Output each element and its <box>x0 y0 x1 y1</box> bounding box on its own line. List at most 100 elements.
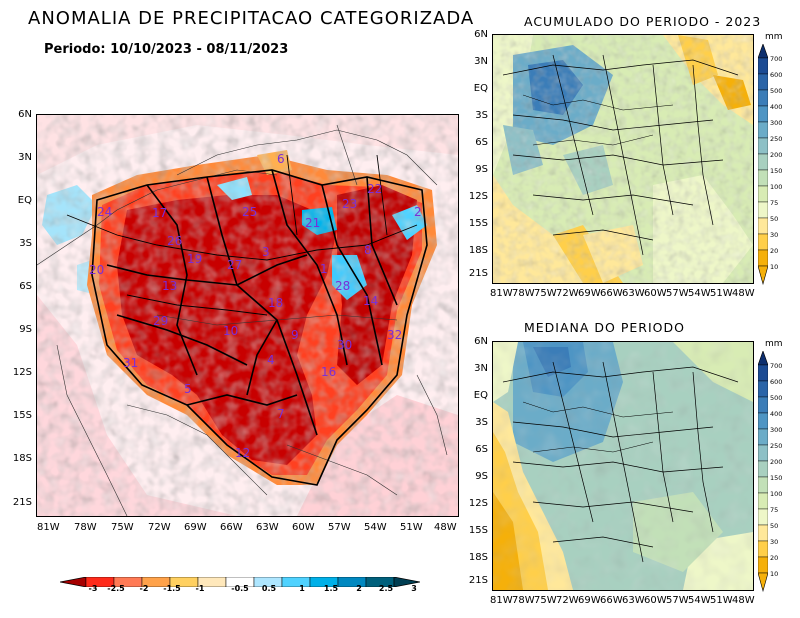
basin-number: 16 <box>321 365 336 379</box>
lat-tick: 12S <box>468 191 488 202</box>
colorbar-v-label: 250 <box>770 135 783 143</box>
basin-number: 12 <box>235 446 250 460</box>
lon-tick: 63W <box>256 522 279 533</box>
basin-number: 19 <box>187 252 202 266</box>
lat-tick: 6S <box>475 444 488 455</box>
basin-number: 23 <box>342 197 357 211</box>
colorbar-v-label: 700 <box>770 55 783 63</box>
colorbar-v-label: 150 <box>770 474 783 482</box>
lon-tick: 75W <box>534 288 557 299</box>
lon-tick: 51W <box>710 595 733 606</box>
lon-tick: 66W <box>600 595 623 606</box>
colorbar-v-label: 10 <box>770 570 779 578</box>
lat-tick: 6S <box>475 137 488 148</box>
basin-number: 30 <box>337 338 352 352</box>
basin-number: 4 <box>267 353 275 367</box>
lon-tick: 81W <box>37 522 60 533</box>
lon-tick: 57W <box>328 522 351 533</box>
colorbar-label: -0.5 <box>231 584 249 593</box>
colorbar-label: 2.5 <box>378 584 394 593</box>
basin-number: 29 <box>153 314 168 328</box>
lat-tick: 6N <box>18 109 32 120</box>
colorbar-unit: mm <box>765 32 783 42</box>
lon-tick: 48W <box>434 522 457 533</box>
basin-number: 31 <box>123 356 138 370</box>
main-title: ANOMALIA DE PRECIPITACAO CATEGORIZADA <box>28 8 475 29</box>
basin-number: 17 <box>152 206 167 220</box>
colorbar-v-label: 300 <box>770 426 783 434</box>
basin-number: 14 <box>363 294 378 308</box>
lon-tick: 51W <box>400 522 423 533</box>
basin-number: 8 <box>364 243 372 257</box>
lon-tick: 69W <box>578 595 601 606</box>
lat-tick: 12S <box>468 498 488 509</box>
lat-tick: 12S <box>12 367 32 378</box>
colorbar-v-label: 150 <box>770 167 783 175</box>
colorbar-label: 1.5 <box>323 584 339 593</box>
lat-tick: 6S <box>19 281 32 292</box>
colorbar-v-label: 400 <box>770 410 783 418</box>
colorbar-v-label: 500 <box>770 87 783 95</box>
lat-tick: 3N <box>474 363 488 374</box>
lon-tick: 48W <box>732 595 755 606</box>
lat-tick: 3N <box>474 56 488 67</box>
basin-number: 6 <box>277 152 285 166</box>
colorbar-v-label: 75 <box>770 506 779 514</box>
lat-tick: 3S <box>19 238 32 249</box>
lon-tick: 60W <box>292 522 315 533</box>
colorbar-label: -1 <box>195 584 205 593</box>
median-map <box>492 341 754 591</box>
colorbar-v-label: 20 <box>770 247 779 255</box>
colorbar-v-label: 30 <box>770 231 779 239</box>
lat-tick: 21S <box>12 497 32 508</box>
colorbar-v-label: 600 <box>770 71 783 79</box>
lat-tick: 21S <box>468 268 488 279</box>
colorbar-unit: mm <box>765 339 783 349</box>
lon-tick: 81W <box>490 288 513 299</box>
lon-tick: 60W <box>644 288 667 299</box>
median-panel-title: MEDIANA DO PERIODO <box>524 320 685 335</box>
colorbar-v-label: 200 <box>770 458 783 466</box>
lat-tick: 9S <box>475 164 488 175</box>
colorbar-v-label: 10 <box>770 263 779 271</box>
accum-map-canvas <box>493 35 753 283</box>
lat-tick: 21S <box>468 575 488 586</box>
median-colorbar-svg <box>757 350 769 593</box>
colorbar-label: -2 <box>139 584 149 593</box>
lon-tick: 54W <box>688 595 711 606</box>
anomaly-colorbar <box>59 572 421 588</box>
basin-number: 28 <box>335 279 350 293</box>
lat-tick: 15S <box>12 410 32 421</box>
colorbar-label: 0.5 <box>261 584 277 593</box>
main-anomaly-map: 6 22 24 17 25 21 23 2 26 20 19 27 3 1 8 … <box>36 114 459 517</box>
basin-number: 22 <box>367 182 382 196</box>
colorbar-label: -1.5 <box>163 584 181 593</box>
basin-number: 7 <box>277 407 285 421</box>
basin-number: 27 <box>227 258 242 272</box>
lat-tick: 3N <box>18 152 32 163</box>
basin-number: 5 <box>184 382 192 396</box>
lon-tick: 75W <box>111 522 134 533</box>
accum-map <box>492 34 754 284</box>
basin-number: 1 <box>320 262 328 276</box>
lon-tick: 72W <box>556 595 579 606</box>
basin-number: 3 <box>262 245 270 259</box>
colorbar-v-label: 75 <box>770 199 779 207</box>
basin-number: 18 <box>268 296 283 310</box>
colorbar-label: -2.5 <box>107 584 125 593</box>
colorbar-label: 2 <box>356 584 362 593</box>
colorbar-cell <box>281 576 311 588</box>
basin-number: 25 <box>242 205 257 219</box>
lat-tick: EQ <box>473 390 488 401</box>
colorbar-v-label: 200 <box>770 151 783 159</box>
lat-tick: 18S <box>468 245 488 256</box>
lon-tick: 60W <box>644 595 667 606</box>
period-subtitle: Periodo: 10/10/2023 - 08/11/2023 <box>44 42 289 57</box>
lon-tick: 48W <box>732 288 755 299</box>
lat-tick: 6N <box>474 336 488 347</box>
basin-number: 9 <box>291 328 299 342</box>
colorbar-v-label: 100 <box>770 490 783 498</box>
lat-tick: 18S <box>12 453 32 464</box>
colorbar-cell <box>337 576 367 588</box>
lat-tick: 15S <box>468 525 488 536</box>
